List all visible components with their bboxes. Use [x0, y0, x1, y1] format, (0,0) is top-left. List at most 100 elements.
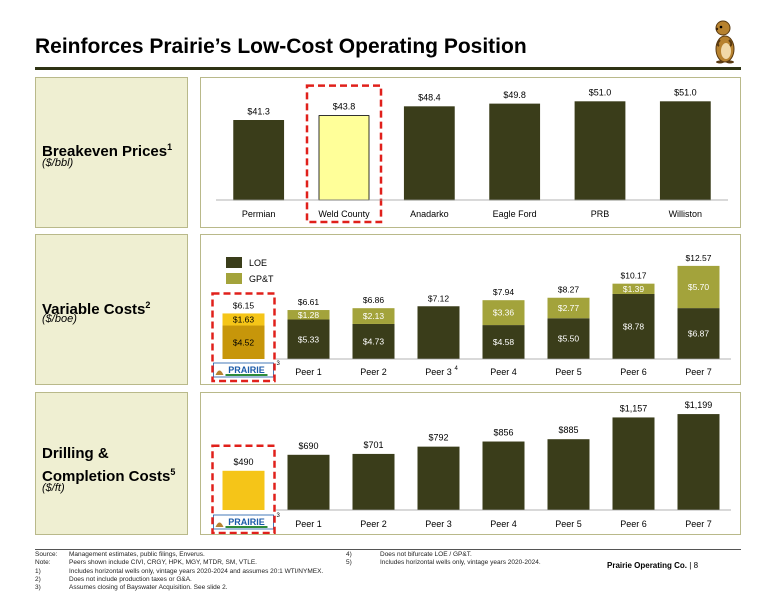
variable-costs-chart-frame: LOE GP&T $4.52 $1.63 $6.15 PRAIRIE 3 $5.33 $1.28…	[200, 234, 741, 385]
total-label: $7.12	[428, 293, 450, 303]
footnote-key: Source:	[35, 551, 58, 558]
bar-loe	[482, 325, 525, 359]
category-label: Peer 7	[685, 519, 712, 529]
bar	[677, 414, 720, 510]
highlight-box	[305, 84, 383, 224]
category-label: Peer 6	[620, 367, 647, 377]
page-title: Reinforces Prairie’s Low-Cost Operating …	[35, 35, 527, 58]
bar	[612, 417, 655, 510]
gpt-label: $1.28	[298, 310, 320, 320]
category-label: Peer 4	[490, 367, 517, 377]
footnotes-left: Source: Management estimates, public fili…	[35, 551, 365, 592]
category-label: Weld County	[318, 209, 370, 219]
breakeven-chart: $41.3 Permian $43.8 Weld County $48.4 Anadark…	[216, 84, 728, 224]
variable-costs-unit: ($/boe)	[42, 313, 77, 325]
category-label: Peer 2	[360, 367, 387, 377]
footnote-text: Peers shown include CIVI, CRGY, HPK, MGY…	[69, 559, 257, 567]
highlight-box	[211, 444, 276, 535]
prairie-dog-mascot-icon	[715, 20, 735, 64]
footnote-key: Note:	[35, 559, 51, 567]
bar	[287, 454, 330, 510]
gpt-label: $2.77	[558, 303, 580, 313]
bar	[547, 439, 590, 510]
footer-page-ref: Prairie Operating Co. | 8	[607, 561, 699, 570]
bar	[659, 101, 711, 201]
category-label: Peer 3	[425, 367, 452, 377]
footnote-row: 5) Includes horizontal wells only, vintag…	[346, 559, 606, 567]
category-label: Peer 4	[490, 519, 517, 529]
category-label: Peer 3	[425, 519, 452, 529]
footnote-text: Does not bifurcate LOE / GP&T.	[380, 551, 472, 558]
footnote-row: 4) Does not bifurcate LOE / GP&T.	[346, 551, 606, 559]
legend-label: GP&T	[249, 274, 274, 284]
bar	[417, 446, 460, 510]
bar-gpt	[352, 308, 395, 324]
variable-costs-panel: Variable Costs2 ($/boe)	[35, 234, 188, 385]
loe-label: $4.52	[233, 337, 255, 347]
bar-loe	[612, 293, 655, 359]
bar	[574, 101, 626, 201]
bar-gpt	[482, 300, 525, 326]
bar-loe	[677, 308, 720, 359]
footnote-key: 2)	[35, 575, 41, 583]
data-label: $690	[298, 441, 318, 451]
category-label: Permian	[242, 209, 276, 219]
footnote-row: Note: Peers shown include CIVI, CRGY, HPK…	[35, 559, 365, 567]
bar	[318, 115, 370, 201]
footnote-text: Does not include production taxes or G&A…	[69, 575, 192, 583]
bar-loe	[352, 323, 395, 359]
title-rule	[35, 67, 741, 70]
variable-costs-heading: Variable Costs2	[42, 300, 151, 318]
footnote-text: Includes horizontal wells only, vintage …	[69, 567, 324, 575]
total-label: $10.17	[621, 271, 647, 281]
category-label: Peer 2	[360, 519, 387, 529]
bar-gpt	[222, 313, 265, 326]
total-label: $6.15	[233, 300, 255, 310]
data-label: $43.8	[333, 102, 356, 112]
breakeven-chart-frame: $41.3 Permian $43.8 Weld County $48.4 Anadark…	[200, 77, 741, 228]
prairie-logo-text: PRAIRIE	[228, 365, 265, 375]
legend-swatch	[226, 273, 242, 284]
bar-loe	[417, 306, 460, 359]
bar	[482, 441, 525, 510]
footnote-row: Source: Management estimates, public fili…	[35, 551, 365, 559]
total-label: $6.86	[363, 295, 385, 305]
category-label: PRB	[591, 209, 610, 219]
bar	[352, 453, 395, 510]
category-label: Peer 5	[555, 367, 582, 377]
footnote-key: 5)	[346, 559, 352, 567]
gpt-label: $1.39	[623, 284, 645, 294]
footnote-row: 1) Includes horizontal wells only, vintag…	[35, 568, 365, 576]
category-label: Williston	[669, 209, 703, 219]
prairie-logo-text: PRAIRIE	[228, 517, 265, 527]
dc-costs-unit: ($/ft)	[42, 482, 65, 494]
category-label: Peer 5	[555, 519, 582, 529]
footnote-key: 4)	[346, 551, 352, 558]
footer-rule	[35, 549, 741, 550]
breakeven-unit: ($/bbl)	[42, 157, 74, 169]
category-footnote: 4	[455, 366, 459, 372]
data-label: $792	[428, 433, 448, 443]
data-label: $41.3	[247, 106, 270, 116]
bar-gpt	[677, 265, 720, 309]
bar-gpt	[547, 297, 590, 319]
data-label: $51.0	[589, 88, 612, 98]
footnote-row: 3) Assumes closing of Bayswater Acquisiti…	[35, 584, 365, 592]
gpt-label: $1.63	[233, 314, 255, 324]
gpt-label: $5.70	[688, 282, 710, 292]
breakeven-heading: Breakeven Prices1	[42, 142, 173, 160]
total-label: $8.27	[558, 285, 580, 295]
loe-label: $6.87	[688, 329, 710, 339]
loe-label: $5.33	[298, 334, 320, 344]
dc-costs-panel: Drilling & Completion Costs5 ($/ft)	[35, 392, 188, 535]
bar	[233, 120, 285, 201]
category-label: Peer 7	[685, 367, 712, 377]
footnote-key: 1)	[35, 567, 41, 575]
data-label: $48.4	[418, 93, 441, 103]
footnote-row: 2) Does not include production taxes or G…	[35, 576, 365, 584]
bar-gpt	[287, 310, 330, 320]
legend-label: LOE	[249, 258, 267, 268]
prairie-logo-icon: PRAIRIE	[213, 514, 274, 530]
bar-gpt	[612, 283, 655, 294]
category-label: Anadarko	[410, 209, 449, 219]
